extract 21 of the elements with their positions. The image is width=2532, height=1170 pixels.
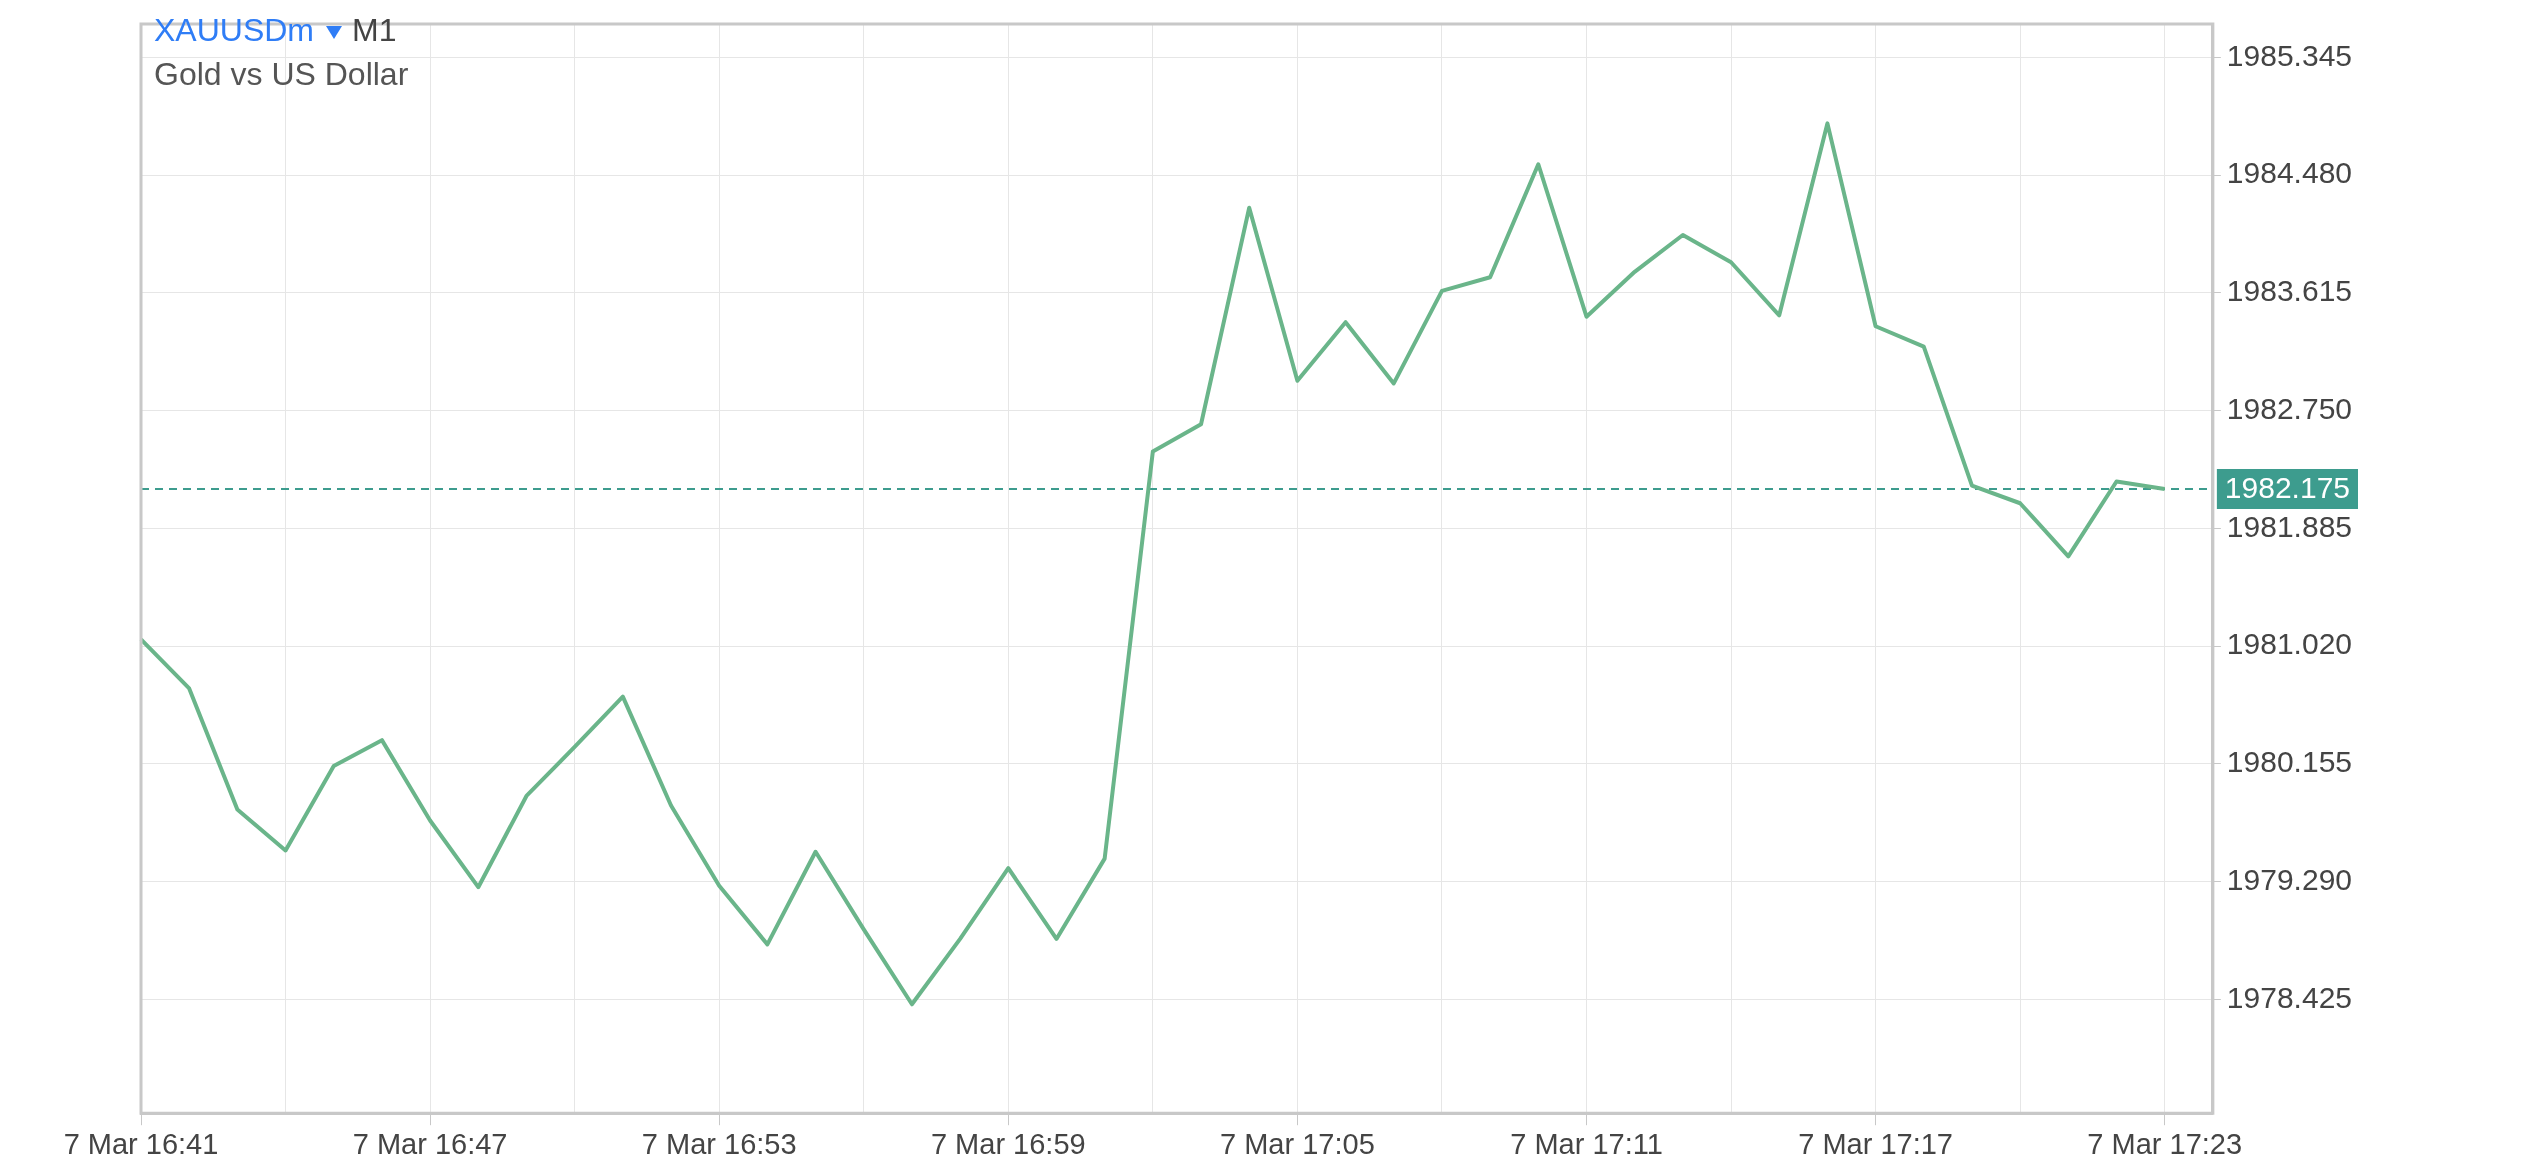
ref-line-label: 1982.175 [2224, 471, 2351, 505]
x-tick-label: 7 Mar 16:59 [930, 1127, 1086, 1160]
x-tick-label: 7 Mar 17:23 [2087, 1127, 2243, 1160]
x-tick-label: 7 Mar 17:17 [1798, 1127, 1953, 1160]
chart-title: XAUUSDm [154, 12, 315, 48]
y-tick-label: 1980.155 [2226, 745, 2353, 779]
text: Gold vs US Dollar [154, 55, 409, 94]
annotation: M1 [352, 12, 397, 48]
y-tick-label: 1984.480 [2226, 156, 2353, 190]
x-tick-label: 7 Mar 16:53 [641, 1127, 797, 1160]
y-tick-label: 1978.425 [2226, 980, 2353, 1014]
y-tick-label: 1981.020 [2226, 627, 2353, 661]
x-tick-label: 7 Mar 17:11 [1510, 1127, 1663, 1160]
y-tick-label: 1985.345 [2226, 38, 2353, 72]
y-tick-label: 1979.290 [2226, 863, 2353, 897]
y-tick-label: 1983.615 [2226, 274, 2353, 308]
x-tick-label: 7 Mar 16:47 [352, 1127, 508, 1160]
y-tick-label: 1982.750 [2226, 391, 2353, 425]
x-tick-label: 7 Mar 16:41 [63, 1127, 219, 1160]
x-tick-label: 7 Mar 17:05 [1220, 1127, 1375, 1160]
y-tick-label: 1981.885 [2226, 509, 2353, 543]
